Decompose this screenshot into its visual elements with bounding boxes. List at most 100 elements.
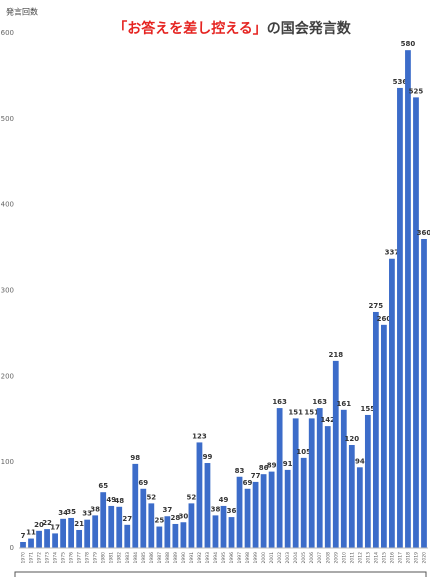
x-tick-label: 1973	[45, 552, 51, 564]
y-axis-label: 発言回数	[6, 7, 38, 17]
value-label: 151	[288, 408, 303, 416]
y-tick-label: 300	[1, 287, 14, 295]
x-tick-label: 1986	[149, 552, 155, 564]
x-tick-label: 1990	[181, 552, 187, 564]
value-label: 22	[42, 519, 52, 527]
value-label: 99	[203, 453, 213, 461]
bar	[260, 474, 267, 548]
y-tick-label: 500	[1, 115, 14, 123]
value-label: 38	[90, 505, 100, 513]
bar	[220, 505, 227, 548]
x-tick-label: 1974	[53, 552, 59, 564]
value-label: 151	[304, 408, 319, 416]
bar	[204, 463, 211, 548]
value-label: 142	[320, 416, 335, 424]
value-label: 105	[296, 448, 311, 456]
value-label: 94	[355, 457, 365, 465]
value-label: 83	[235, 467, 245, 475]
value-label: 7	[21, 532, 26, 540]
value-label: 218	[328, 351, 343, 359]
x-tick-label: 2016	[389, 552, 395, 564]
bar	[148, 503, 155, 548]
x-tick-label: 2008	[325, 552, 331, 564]
y-tick-label: 200	[1, 372, 14, 380]
x-tick-label: 1997	[237, 552, 243, 564]
value-label: 52	[146, 493, 156, 501]
x-tick-label: 1995	[221, 552, 227, 564]
bar	[100, 492, 107, 548]
bar	[389, 258, 395, 548]
x-tick-label: 2019	[413, 552, 419, 564]
bar	[124, 524, 131, 548]
x-tick-label: 1980	[101, 552, 107, 564]
bar	[84, 519, 91, 548]
value-label: 25	[154, 517, 164, 525]
value-label: 536	[393, 78, 408, 86]
value-label: 30	[179, 512, 189, 520]
value-label: 69	[243, 479, 253, 487]
x-tick-label: 1970	[21, 552, 27, 564]
x-tick-label: 1985	[141, 552, 147, 564]
bar	[356, 467, 363, 548]
x-tick-label: 1991	[189, 552, 195, 564]
value-label: 33	[82, 510, 92, 518]
x-tick-label: 2007	[317, 552, 323, 564]
x-tick-label: 1978	[85, 552, 91, 564]
x-tick-label: 2001	[269, 552, 275, 564]
value-label: 49	[219, 496, 229, 504]
x-tick-label: 2003	[285, 552, 291, 564]
x-tick-label: 1988	[165, 552, 171, 564]
x-tick-label: 1996	[229, 552, 235, 564]
bar	[324, 426, 331, 548]
x-tick-label: 1987	[157, 552, 163, 564]
title-part: の国会発言数	[267, 20, 352, 37]
frame	[14, 571, 427, 579]
bar	[52, 533, 58, 548]
x-tick-label: 2005	[301, 552, 307, 564]
x-tick-label: 1982	[117, 552, 123, 564]
x-tick-label: 1979	[93, 552, 99, 564]
value-label: 163	[312, 398, 327, 406]
bar	[228, 517, 235, 548]
bar	[116, 506, 123, 548]
value-label: 120	[345, 435, 360, 443]
value-label: 11	[26, 529, 36, 537]
bar	[268, 471, 275, 548]
y-tick-label: 100	[1, 458, 14, 466]
y-tick-label: 600	[1, 29, 14, 37]
value-label: 337	[385, 249, 400, 257]
bar	[164, 516, 171, 548]
x-tick-label: 2020	[421, 552, 427, 564]
x-tick-label: 2009	[333, 552, 339, 564]
value-label: 98	[130, 454, 140, 462]
bar	[60, 518, 66, 548]
bar	[397, 87, 403, 548]
value-label: 525	[409, 87, 424, 95]
x-tick-label: 1992	[197, 552, 203, 564]
chart-title: 「お答えを差し控える」の国会発言数	[113, 20, 352, 37]
y-tick-label: 400	[1, 201, 14, 209]
x-tick-label: 2004	[293, 552, 299, 564]
bar	[188, 503, 195, 548]
bar	[92, 515, 99, 548]
x-tick-label: 2013	[365, 552, 371, 564]
x-tick-label: 2014	[373, 552, 379, 564]
x-tick-label: 2012	[357, 552, 363, 564]
value-label: 48	[114, 497, 124, 505]
bar	[44, 529, 50, 548]
bar	[413, 97, 419, 548]
bar	[180, 522, 187, 548]
value-label: 89	[267, 462, 277, 470]
value-label: 49	[106, 496, 116, 504]
x-tick-label: 1983	[125, 552, 131, 564]
bar	[20, 541, 26, 548]
value-label: 28	[171, 514, 181, 522]
bar	[68, 517, 75, 548]
value-label: 77	[251, 472, 261, 480]
x-tick-label: 1989	[173, 552, 179, 564]
x-tick-label: 2017	[397, 552, 403, 564]
bar	[332, 360, 339, 548]
bar	[76, 529, 83, 548]
x-tick-label: 2010	[341, 552, 347, 564]
bar	[300, 457, 307, 548]
